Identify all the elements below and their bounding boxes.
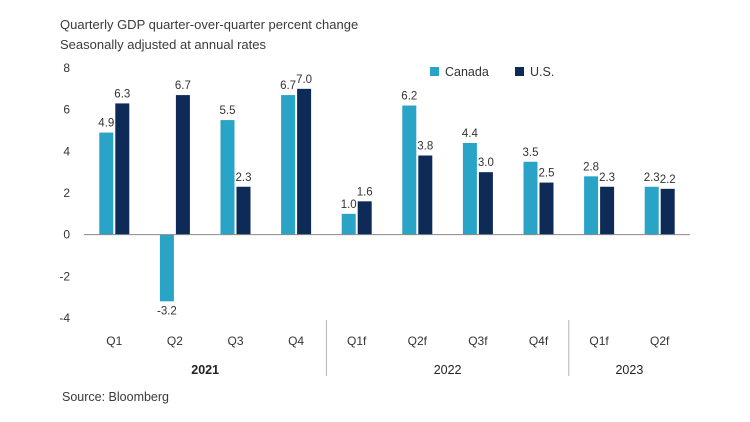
canada-bar [462,143,477,235]
canada-bar [523,161,538,235]
us-bar [175,95,190,235]
x-tick-label: Q1 [106,334,122,348]
canada-bar [220,120,235,235]
year-group-label: 2022 [434,363,462,377]
us-bar [115,103,130,235]
canada-bar [584,176,599,235]
us-bar [478,172,493,235]
data-label: 6.7 [280,80,296,92]
canada-bar [159,234,174,302]
data-label: 2.2 [660,174,676,186]
legend-label: Canada [445,65,489,79]
y-tick-label: 6 [63,103,70,117]
x-tick-label: Q1f [589,334,609,348]
us-bar [539,182,554,235]
x-tick-label: Q4 [288,334,304,348]
data-label: 7.0 [296,74,312,86]
data-label: 2.3 [644,172,660,184]
year-group-label: 2021 [191,363,219,377]
canada-bar [644,186,659,235]
x-tick-label: Q2f [408,334,428,348]
canada-bar [402,105,417,235]
x-tick-label: Q1f [347,334,367,348]
us-bar [236,186,251,235]
data-label: 2.3 [599,172,615,184]
x-tick-label: Q2f [650,334,670,348]
y-tick-label: -4 [59,311,70,325]
y-tick-label: 4 [63,144,70,158]
y-tick-label: 0 [63,228,70,242]
data-label: 3.8 [417,141,433,153]
us-bar [357,201,372,235]
year-group-label: 2023 [615,363,643,377]
x-tick-label: Q3f [468,334,488,348]
canada-bar [99,132,114,235]
legend-label: U.S. [530,65,554,79]
x-tick-label: Q3 [227,334,243,348]
us-bar [418,155,433,235]
us-bar [297,88,312,235]
data-label: 2.5 [539,168,555,180]
data-label: -3.2 [157,305,177,317]
source-note: Source: Bloomberg [62,390,170,404]
data-label: 6.7 [175,80,191,92]
us-bar [600,186,615,235]
chart-title: Quarterly GDP quarter-over-quarter perce… [60,17,359,32]
legend-swatch [430,67,439,76]
data-label: 4.4 [462,128,479,140]
data-label: 5.5 [220,105,236,117]
data-label: 1.6 [357,186,373,198]
x-tick-label: Q2 [167,334,183,348]
data-label: 6.3 [114,88,130,100]
data-label: 3.0 [478,157,494,169]
y-tick-label: -2 [59,269,70,283]
us-bar [660,188,675,235]
y-tick-label: 8 [63,61,70,75]
data-label: 2.8 [583,161,599,173]
canada-bar [281,95,296,235]
data-label: 1.0 [341,199,357,211]
data-label: 2.3 [236,172,252,184]
canada-bar [341,213,356,235]
x-tick-label: Q4f [529,334,549,348]
data-label: 6.2 [401,91,417,103]
data-label: 4.9 [98,118,114,130]
data-label: 3.5 [523,147,539,159]
legend-swatch [515,67,524,76]
y-tick-label: 2 [63,186,70,200]
chart-subtitle: Seasonally adjusted at annual rates [60,37,266,52]
